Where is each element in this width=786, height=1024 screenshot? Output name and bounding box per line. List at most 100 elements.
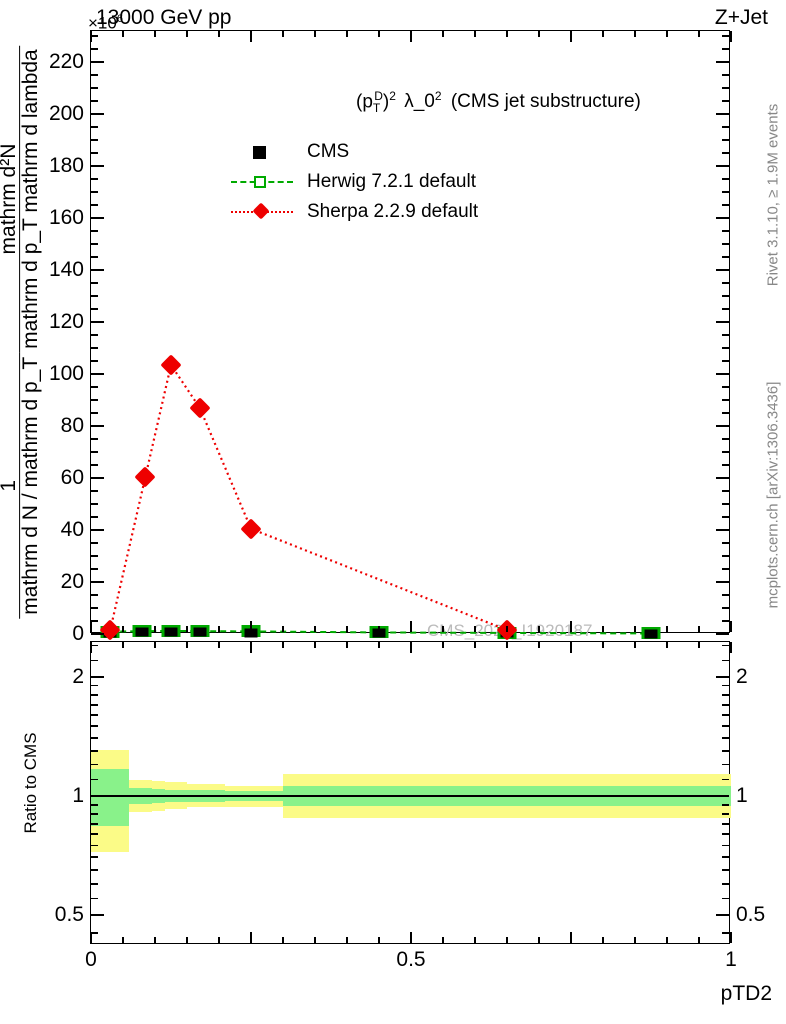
y-tick-label: 220 [48, 50, 84, 74]
ratio-x-tick-minor [282, 937, 284, 943]
y-tick-major [91, 581, 104, 583]
ratio-y-tick-minor [91, 932, 98, 934]
ratio-x-tick-major [730, 642, 732, 653]
x-tick-minor [506, 31, 508, 37]
x-tick-major [570, 31, 572, 42]
y-tick-minor [722, 607, 729, 609]
x-tick-major [730, 621, 732, 632]
ratio-y-tick-minor [91, 763, 98, 766]
y-tick-label: 140 [48, 258, 84, 282]
x-tick-minor [218, 31, 220, 37]
ratio-y-tick-minor [722, 684, 729, 687]
x-tick-label: 0 [85, 948, 97, 971]
y-tick-major [91, 633, 104, 635]
y-tick-minor [722, 334, 729, 336]
x-tick-minor [602, 626, 604, 632]
x-tick-major [410, 31, 412, 42]
y-tick-minor [722, 386, 729, 388]
y-tick-minor [91, 451, 98, 453]
ratio-x-tick-minor [282, 642, 284, 648]
x-tick-minor [154, 626, 156, 632]
y-tick-label: 200 [48, 102, 84, 126]
ratio-x-tick-major [730, 932, 732, 943]
ratio-x-tick-minor [346, 642, 348, 648]
marker-cms [244, 628, 258, 638]
y-tick-major [716, 217, 729, 219]
y-tick-minor [91, 594, 98, 596]
x-tick-label: 0.5 [396, 948, 426, 971]
x-tick-label: 1 [725, 948, 737, 971]
ratio-y-tick-minor [722, 844, 729, 847]
ratio-x-tick-minor [442, 937, 444, 943]
ratio-y-tick-label-right: 2 [736, 664, 748, 688]
main-data-curves [109, 362, 652, 635]
x-tick-minor [442, 31, 444, 37]
y-tick-major [716, 477, 729, 479]
ratio-plot-panel: 0.5 0.5 1 1 2 2 0 0.5 1 [55, 641, 765, 971]
ratio-y-tick-minor [722, 750, 729, 752]
x-tick-minor [378, 31, 380, 37]
ratio-x-tick-major [570, 642, 572, 653]
x-tick-minor [698, 626, 700, 632]
ratio-x-tick-minor [474, 937, 476, 943]
ratio-y-tick-minor [722, 813, 729, 815]
y-tick-minor [91, 386, 98, 388]
y-tick-minor [722, 542, 729, 544]
y-tick-minor [722, 74, 729, 76]
legend-item-cms[interactable]: CMS [231, 137, 478, 167]
x-tick-minor [346, 31, 348, 37]
y-tick-minor [91, 126, 98, 128]
y-tick-label: 160 [48, 206, 84, 230]
y-tick-minor [91, 360, 98, 362]
marker-cms [164, 627, 178, 637]
mcplots-reference-note: mcplots.cern.ch [arXiv:1306.3436] [764, 381, 782, 609]
ratio-y-tick-minor [722, 763, 729, 766]
ratio-y-tick-minor [722, 694, 729, 696]
ratio-x-tick-minor [602, 642, 604, 648]
y-tick-label: 80 [60, 414, 84, 438]
y-tick-major [91, 425, 104, 427]
y-tick-minor [91, 438, 98, 440]
y-tick-minor [722, 87, 729, 89]
ratio-x-tick-minor [378, 937, 380, 943]
ratio-y-tick-minor [722, 644, 729, 647]
ratio-x-tick-minor [442, 642, 444, 648]
y-tick-minor [722, 243, 729, 245]
x-tick-major [250, 31, 252, 42]
marker-cms [372, 628, 386, 638]
y-axis-scale-multiplier: ×106 [88, 13, 123, 33]
y-tick-minor [722, 295, 729, 297]
y-tick-major [716, 425, 729, 427]
marker-cms [644, 629, 658, 639]
x-tick-minor [122, 31, 124, 37]
y-tick-minor [91, 295, 98, 297]
ratio-band-inner [91, 768, 130, 826]
x-tick-minor [282, 626, 284, 632]
y-tick-minor [91, 503, 98, 505]
ratio-y-tick-label: 1 [72, 783, 84, 807]
y-tick-major [91, 321, 104, 323]
ratio-y-tick-minor [722, 803, 729, 806]
legend-item-sherpa[interactable]: Sherpa 2.2.9 default [231, 197, 478, 227]
y-tick-major [716, 165, 729, 167]
ratio-y-tick-minor [91, 882, 98, 885]
ratio-y-tick-major [716, 676, 729, 678]
y-tick-label: 60 [60, 466, 84, 490]
x-tick-minor [474, 31, 476, 37]
x-tick-minor [602, 31, 604, 37]
y-tick-minor [722, 451, 729, 453]
y-axis-title: 1 mathrm d N / mathrm d p_T mathrm d²N m… [0, 30, 43, 633]
y-tick-minor [722, 191, 729, 193]
ratio-y-tick-minor [91, 694, 98, 696]
ratio-x-tick-minor [538, 937, 540, 943]
y-tick-minor [722, 412, 729, 414]
legend-item-herwig[interactable]: Herwig 7.2.1 default [231, 167, 478, 197]
ratio-y-tick-minor [91, 869, 98, 871]
ratio-y-tick-minor [722, 932, 729, 934]
ratio-y-tick-minor [91, 714, 98, 716]
ratio-y-tick-minor [91, 897, 98, 900]
x-tick-minor [634, 626, 636, 632]
ratio-y-tick-minor [722, 833, 729, 836]
ratio-x-tick-minor [122, 642, 124, 648]
x-tick-minor [634, 31, 636, 37]
